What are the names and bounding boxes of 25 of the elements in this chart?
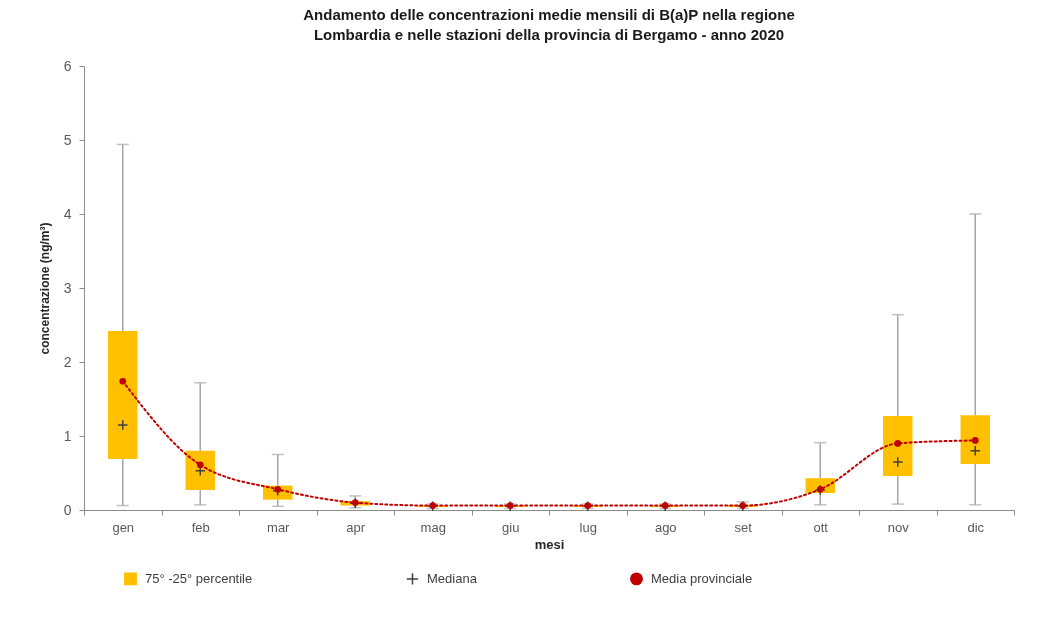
x-tick-label: ago [654, 519, 677, 535]
x-tick-label: feb [191, 519, 210, 535]
y-tick-label: 6 [63, 57, 72, 74]
x-tick-label: lug [579, 519, 597, 535]
x-tick-label: mag [420, 519, 446, 535]
y-tick-label: 4 [63, 205, 72, 222]
x-tick-label: apr [346, 519, 366, 535]
x-axis-title: mesi [534, 536, 565, 552]
text: Mediana [427, 570, 478, 586]
x-tick-label: set [734, 519, 753, 535]
legend-label: Media provinciale [651, 570, 753, 586]
y-tick-label: 3 [63, 279, 72, 296]
chart-title: Andamento delle concentrazioni medie mensili di B(a)P nella regione Lombardia e nelle stazioni della provincia di Bergamo - anno 2020 [303, 6, 795, 43]
legend-label: 75° -25° percentile [145, 570, 253, 586]
x-tick-label: nov [887, 519, 910, 535]
x-tick-label: ott [813, 519, 829, 535]
y-axis-title: concentrazione (ng/m³) [37, 222, 52, 355]
x-tick-label: gen [112, 519, 135, 535]
x-tick-label: mar [267, 519, 291, 535]
x-tick-label: dic [967, 519, 985, 535]
y-tick-label: 0 [63, 501, 72, 518]
y-tick-label: 1 [63, 427, 72, 444]
y-tick-label: 5 [63, 131, 72, 148]
y-tick-label: 2 [63, 353, 72, 370]
x-tick-label: giu [502, 519, 520, 535]
